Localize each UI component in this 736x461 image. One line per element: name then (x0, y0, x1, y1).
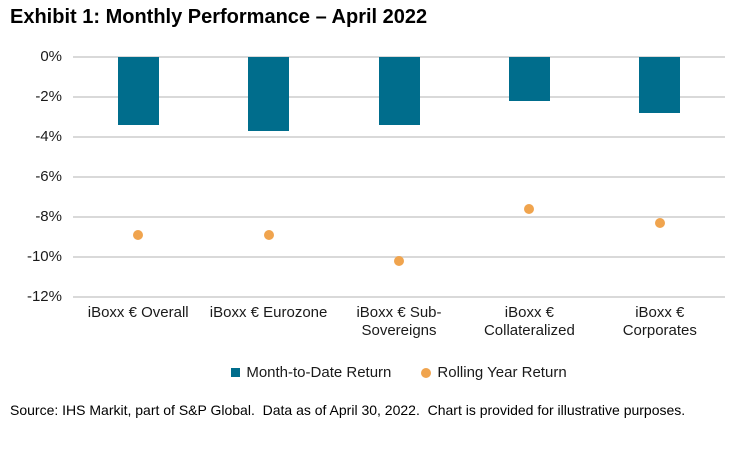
legend: Month-to-Date Return Rolling Year Return (73, 364, 725, 381)
dot-rolling-year (263, 230, 274, 240)
x-axis-category-label: iBoxx € Collateralized (483, 304, 575, 339)
chart-title: Exhibit 1: Monthly Performance – April 2… (10, 6, 428, 28)
gridline (73, 176, 725, 178)
bar-month-to-date (508, 57, 550, 101)
dot-rolling-year (394, 256, 404, 266)
legend-item-rolling-year: Rolling Year Return (421, 364, 567, 381)
x-axis-category-label: iBoxx € Sub- Sovereigns (356, 304, 442, 339)
y-axis-tick-label: 0% (40, 48, 62, 65)
bar-month-to-date (378, 57, 420, 125)
y-axis-tick-label: -8% (35, 208, 62, 225)
bar-month-to-date (639, 57, 681, 113)
dot-series-marker-icon (421, 367, 432, 378)
dot-rolling-year (524, 204, 535, 214)
y-axis-tick-label: -2% (35, 88, 62, 105)
legend-label-month-to-date: Month-to-Date Return (246, 364, 392, 381)
legend-item-month-to-date: Month-to-Date Return (231, 364, 391, 381)
x-axis-category-label: iBoxx € Corporates (622, 304, 697, 339)
bar-series-marker-icon (231, 368, 241, 377)
x-axis-category-label: iBoxx € Eurozone (209, 304, 328, 321)
bar-month-to-date (248, 57, 290, 131)
x-axis-category-label: iBoxx € Overall (87, 304, 189, 321)
legend-label-rolling-year: Rolling Year Return (437, 364, 567, 381)
dot-rolling-year (133, 230, 144, 240)
y-axis-tick-label: -12% (26, 288, 62, 305)
source-note: Source: IHS Markit, part of S&P Global. … (10, 402, 686, 418)
dot-rolling-year (654, 218, 665, 228)
gridline (73, 296, 725, 298)
bar-month-to-date (117, 57, 159, 125)
y-axis-tick-label: -10% (26, 248, 62, 265)
y-axis-tick-label: -4% (35, 128, 62, 145)
y-axis-tick-label: -6% (35, 168, 62, 185)
gridline (73, 136, 725, 138)
gridline (73, 216, 725, 218)
